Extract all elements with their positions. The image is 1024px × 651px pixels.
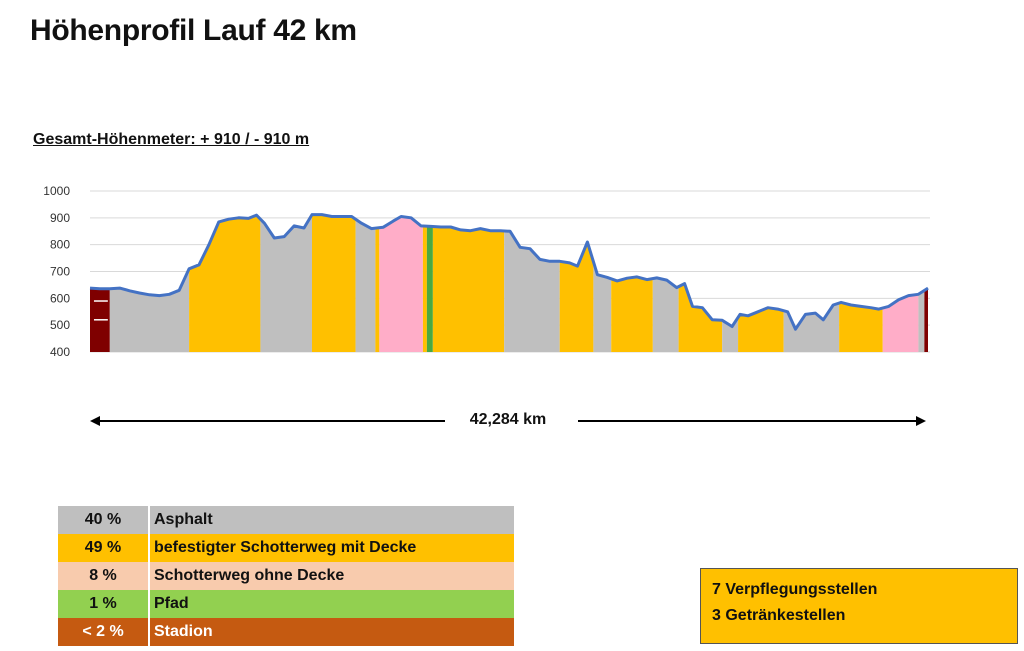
surface-segment [355,219,376,352]
surface-segment [652,277,679,352]
y-tick-label: 1000 [43,184,70,198]
surface-segment [422,226,427,352]
arrowhead-right [916,416,926,426]
legend-percent: 1 % [58,590,150,618]
elevation-summary: Gesamt-Höhenmeter: + 910 / - 910 m [33,131,310,148]
legend-row: 8 % Schotterweg ohne Decke [58,562,514,590]
arrowhead-left [90,416,100,426]
legend-percent: 8 % [58,562,150,590]
surface-segment [379,216,423,352]
y-axis-ticks: 400 500 600 700 800 900 1000 [43,184,70,359]
legend-label: Pfad [154,595,189,612]
y-tick-label: 800 [50,238,70,252]
surface-segment [783,303,840,352]
surface-segment [918,290,925,352]
surface-segment [738,307,784,352]
surface-segment [426,226,433,352]
y-tick-label: 600 [50,291,70,305]
legend-row: < 2 % Stadion [58,618,514,646]
legend-row: 1 % Pfad [58,590,514,618]
surface-segment [611,276,653,352]
surface-areas [90,214,928,352]
surface-segment [432,226,505,352]
legend-row: 49 % befestigter Schotterweg mit Decke [58,534,514,562]
legend-label: befestigter Schotterweg mit Decke [154,539,417,556]
distance-arrow [90,416,926,426]
surface-segment [260,214,312,352]
surface-segment [839,302,883,352]
surface-segment [678,283,723,352]
aid-stations-drinks: 3 Getränkestellen [712,607,846,624]
surface-segment [924,288,928,352]
page-title: Höhenprofil Lauf 42 km [30,14,357,47]
profile-line [89,213,929,331]
legend-percent: < 2 % [58,618,150,646]
surface-segment [593,261,612,352]
surface-segment [311,214,356,352]
y-tick-label: 900 [50,211,70,225]
legend-label: Asphalt [154,511,213,528]
legend-row: 40 % Asphalt [58,506,514,534]
legend-label: Stadion [154,623,213,640]
y-tick-label: 500 [50,318,70,332]
surface-segment [375,227,380,352]
surface-segment [189,215,261,352]
legend-percent: 40 % [58,506,150,534]
surface-segment [109,268,190,352]
aid-stations-food: 7 Verpflegungsstellen [712,581,878,598]
y-tick-label: 700 [50,265,70,279]
surface-legend: 40 % Asphalt 49 % befestigter Schotterweg m… [58,506,514,646]
legend-label: Schotterweg ohne Decke [154,567,345,584]
y-tick-label: 400 [50,345,70,359]
surface-segment [559,242,594,352]
aid-stations-box: 7 Verpflegungsstellen 3 Getränkestellen [700,568,1018,644]
legend-percent: 49 % [58,534,150,562]
surface-segment [882,294,919,352]
distance-label: 42,284 km [448,411,568,429]
